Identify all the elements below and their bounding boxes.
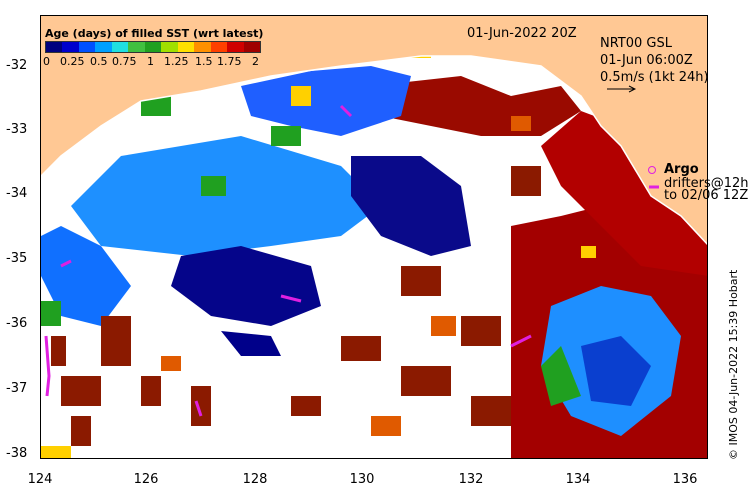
info-product: NRT00 GSL xyxy=(600,36,672,51)
color-bar-segment xyxy=(243,42,261,52)
lat-tick-label: -35 xyxy=(6,251,28,266)
sst-patch-eddy-se-inner xyxy=(581,336,651,406)
argo-marker-icon xyxy=(648,166,656,174)
color-bar-tick: 0.5 xyxy=(90,55,108,68)
color-bar-segment xyxy=(46,42,63,52)
map-canvas xyxy=(41,16,707,458)
drifter-legend-label: drifters@12h xyxy=(664,176,749,191)
lon-tick-label: 126 xyxy=(133,472,159,487)
drifter-legend-label-2: to 02/06 12Z xyxy=(664,188,749,203)
color-bar-tick: 0.75 xyxy=(112,55,137,68)
sst-scatter-green xyxy=(41,96,301,326)
credit-text: © IMOS 04-Jun-2022 15:39 Hobart xyxy=(727,269,740,460)
sst-patch-blue-west xyxy=(41,226,131,326)
color-bar-segment xyxy=(161,42,178,52)
color-bar-segment xyxy=(194,42,211,52)
color-bar-tick: 0.25 xyxy=(60,55,85,68)
lon-tick-label: 132 xyxy=(458,472,484,487)
color-bar-segment xyxy=(128,42,145,52)
color-bar-tick: 0 xyxy=(43,55,50,68)
argo-legend-label: Argo xyxy=(664,162,699,177)
sst-scatter xyxy=(51,166,541,446)
color-bar xyxy=(45,41,261,53)
sst-patch-navy-south xyxy=(221,331,281,356)
sst-patch-red-east xyxy=(541,111,707,276)
color-bar-tick: 1 xyxy=(147,55,154,68)
lat-tick-label: -38 xyxy=(6,446,28,461)
color-bar-segment xyxy=(177,42,195,52)
color-bar-tick: 1.25 xyxy=(164,55,189,68)
drifter-tracks xyxy=(44,104,532,417)
lon-tick-label: 134 xyxy=(565,472,591,487)
lat-tick-label: -34 xyxy=(6,186,28,201)
lat-tick-label: -32 xyxy=(6,58,28,73)
lon-tick-label: 130 xyxy=(349,472,375,487)
color-bar-segment xyxy=(62,42,79,52)
lon-tick-label: 128 xyxy=(242,472,268,487)
map-date-title: 01-Jun-2022 20Z xyxy=(467,26,577,41)
color-bar-tick: 1.5 xyxy=(195,55,213,68)
sst-map xyxy=(40,15,708,459)
land-mass xyxy=(41,16,707,244)
color-bar-segment xyxy=(78,42,96,52)
lat-tick-label: -33 xyxy=(6,122,28,137)
drifter-marker-icon xyxy=(649,185,659,189)
lon-tick-label: 124 xyxy=(27,472,53,487)
lat-tick-label: -36 xyxy=(6,316,28,331)
color-bar-tick: 2 xyxy=(252,55,259,68)
color-bar-segment xyxy=(111,42,129,52)
lat-tick-label: -37 xyxy=(6,381,28,396)
color-bar-segment xyxy=(210,42,228,52)
sst-patch-navy-center xyxy=(351,156,471,256)
info-time: 01-Jun 06:00Z xyxy=(600,53,693,68)
color-bar-segment xyxy=(227,42,244,52)
sst-patch-navy-west xyxy=(171,246,321,326)
color-bar-tick: 1.75 xyxy=(217,55,242,68)
velocity-scale-arrow-icon xyxy=(607,85,637,93)
legend-title: Age (days) of filled SST (wrt latest) xyxy=(45,27,264,40)
color-bar-segment xyxy=(144,42,162,52)
color-bar-segment xyxy=(95,42,112,52)
sst-scatter-orange xyxy=(161,116,531,436)
lon-tick-label: 136 xyxy=(672,472,698,487)
sst-patch-blue-north xyxy=(241,66,411,136)
coastline xyxy=(41,55,707,245)
info-scale: 0.5m/s (1kt 24h) xyxy=(600,70,709,85)
sst-patch-eddy-se-green xyxy=(541,346,581,406)
